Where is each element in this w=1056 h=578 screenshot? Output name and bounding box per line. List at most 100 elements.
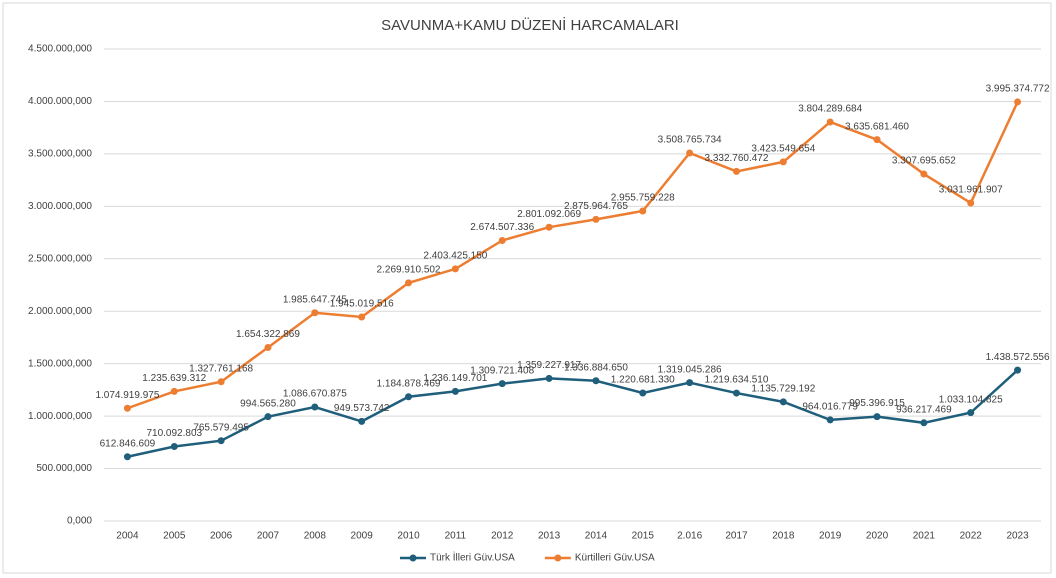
data-label: 1.219.634.510 [704, 375, 768, 386]
data-label: 1.220.681.330 [611, 375, 675, 386]
point [1014, 98, 1022, 106]
data-label: 2.875.964.765 [564, 201, 628, 212]
point [920, 419, 928, 427]
x-tick-label: 2017 [725, 531, 748, 542]
data-label: 3.031.961.907 [939, 185, 1003, 196]
x-tick-label: 2006 [210, 531, 233, 542]
x-tick-label: 2020 [866, 531, 889, 542]
point [123, 453, 131, 461]
point [592, 215, 600, 223]
data-label: 995.396.915 [849, 398, 905, 409]
point [217, 378, 225, 386]
x-tick-label: 2019 [819, 531, 842, 542]
data-label: 3.423.549.654 [751, 144, 815, 155]
data-label: 3.332.760.472 [704, 153, 768, 164]
y-tick-label: 500.000,000 [36, 463, 92, 474]
point [686, 379, 694, 387]
point [732, 389, 740, 397]
x-tick-label: 2007 [257, 531, 280, 542]
point [311, 309, 319, 317]
data-label: 3.995.374.772 [986, 84, 1050, 95]
data-label: 936.217.469 [896, 404, 952, 415]
x-tick-label: 2011 [445, 531, 467, 542]
data-label: 3.307.695.652 [892, 156, 956, 167]
point [311, 403, 319, 411]
x-tick-label: 2023 [1006, 531, 1029, 542]
point [779, 158, 787, 166]
data-label: 1.654.322.869 [236, 329, 300, 340]
x-tick-label: 2022 [960, 531, 983, 542]
point [498, 380, 506, 388]
data-label: 2.801.092.069 [517, 209, 581, 220]
y-tick-label: 1.500.000,000 [28, 358, 92, 369]
data-label: 2.955.759.228 [611, 193, 675, 204]
data-label: 1.086.670.875 [283, 389, 347, 400]
data-label: 1.235.639.312 [142, 373, 206, 384]
data-label: 710.092.803 [146, 428, 202, 439]
data-label: 1.319.045.286 [658, 364, 722, 375]
x-tick-label: 2005 [163, 531, 186, 542]
point [264, 413, 272, 421]
point [1014, 366, 1022, 374]
point [358, 417, 366, 425]
point [639, 207, 647, 215]
point [264, 343, 272, 351]
y-tick-label: 4.500.000,000 [28, 44, 92, 55]
point [545, 223, 553, 231]
x-tick-label: 2018 [772, 531, 795, 542]
data-label: 1.945.019.516 [330, 299, 394, 310]
data-label: 994.565.280 [240, 398, 296, 409]
x-tick-label: 2014 [585, 531, 608, 542]
data-label: 765.579.495 [193, 422, 249, 433]
data-label: 2.269.910.502 [377, 265, 441, 276]
data-label: 3.804.289.684 [798, 104, 862, 115]
point [920, 170, 928, 178]
series-line [127, 369, 1019, 458]
x-tick-label: 2010 [397, 531, 420, 542]
y-tick-label: 2.500.000,000 [28, 253, 92, 264]
data-label: 1.135.729.192 [751, 384, 815, 395]
point [873, 413, 881, 421]
point [358, 313, 366, 321]
y-tick-label: 3.500.000,000 [28, 149, 92, 160]
data-label: 1.336.884.650 [564, 362, 628, 373]
point [826, 416, 834, 424]
point [967, 409, 975, 417]
legend-marker [409, 554, 417, 562]
point [545, 374, 553, 382]
data-label: 3.508.765.734 [658, 135, 722, 146]
data-label: 612.846.609 [100, 438, 156, 449]
point [451, 387, 459, 395]
point [967, 199, 975, 207]
point [451, 265, 459, 273]
y-tick-label: 1.000.000,000 [28, 411, 92, 422]
data-label: 1.033.104.825 [939, 394, 1003, 405]
data-label: 2.674.507.336 [470, 222, 534, 233]
data-label: 1.438.572.556 [986, 352, 1050, 363]
point [123, 404, 131, 412]
legend-marker [554, 554, 562, 562]
point [170, 387, 178, 395]
point [779, 398, 787, 406]
point [732, 167, 740, 175]
point [217, 437, 225, 445]
chart-title: SAVUNMA+KAMU DÜZENİ HARCAMALARI [381, 16, 679, 34]
point [873, 136, 881, 144]
x-tick-label: 2013 [538, 531, 561, 542]
x-tick-label: 2009 [351, 531, 374, 542]
point [405, 393, 413, 401]
data-label: 1.359.227.917 [517, 360, 581, 371]
data-label: 964.016.779 [802, 402, 858, 413]
x-tick-label: 2012 [491, 531, 514, 542]
x-tick-label: 2008 [304, 531, 327, 542]
data-label: 949.573.742 [334, 403, 390, 414]
data-label: 1.309.721.408 [470, 365, 534, 376]
x-tick-label: 2021 [913, 531, 936, 542]
legend-label: Türk İlleri Güv.USA [430, 551, 515, 564]
y-tick-label: 0,000 [67, 516, 92, 527]
point [170, 443, 178, 451]
data-label: 1.985.647.745 [283, 294, 347, 305]
data-label: 1.327.761.168 [189, 363, 253, 374]
